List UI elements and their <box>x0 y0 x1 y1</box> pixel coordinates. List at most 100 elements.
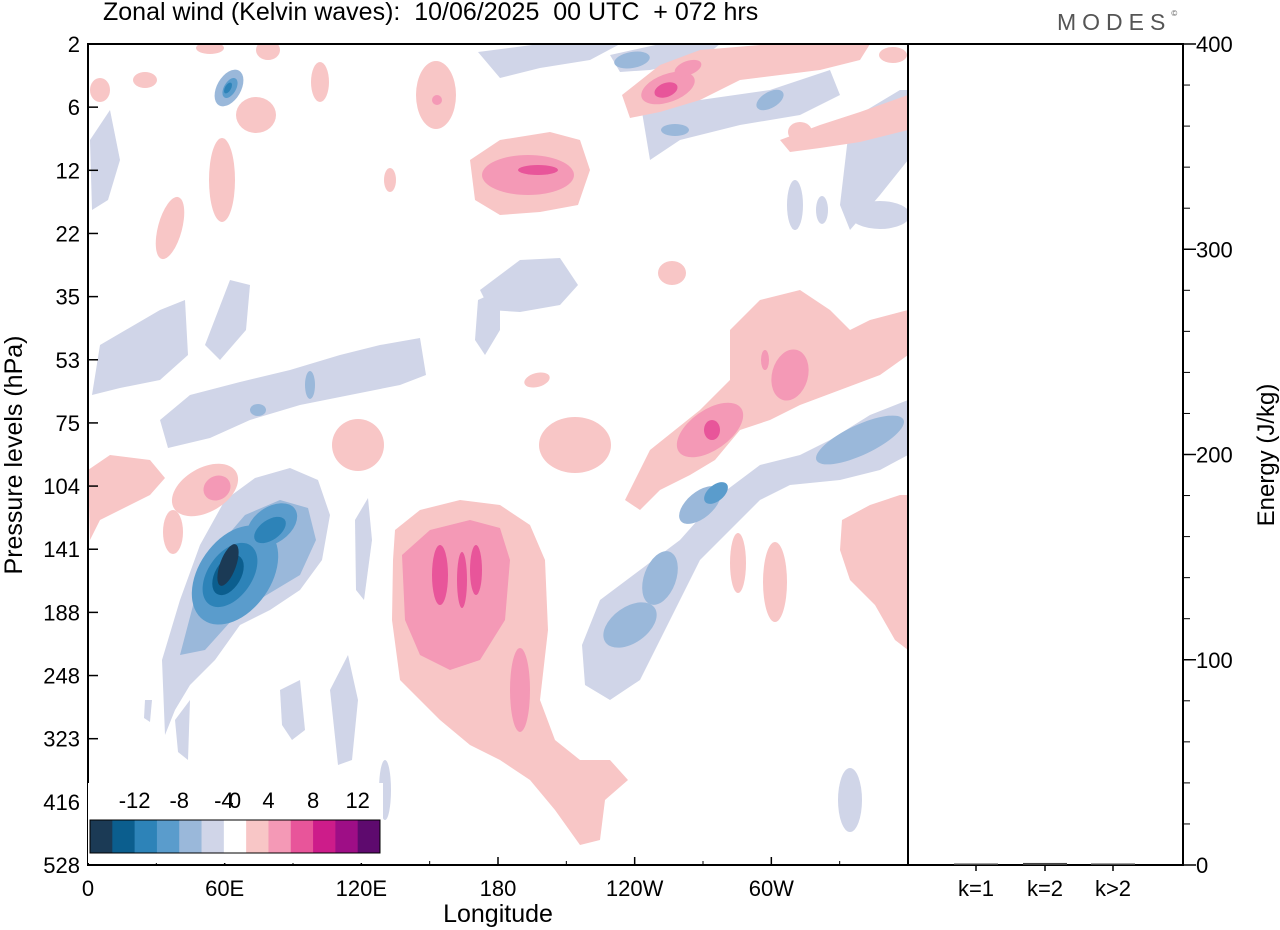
y-axis-label: Pressure levels (hPa) <box>0 336 28 575</box>
contour-patch <box>658 261 686 285</box>
contour-patch <box>816 196 828 224</box>
contour-patch <box>217 544 239 586</box>
colorbar-label: -8 <box>169 788 189 813</box>
x-tick-label: 120E <box>336 876 387 901</box>
contour-patch <box>838 768 862 832</box>
energy-category-label: k>2 <box>1095 876 1131 901</box>
contour-patch <box>256 44 280 60</box>
contour-patch <box>816 415 904 465</box>
energy-bar <box>1091 863 1135 865</box>
contour-patch <box>661 124 689 136</box>
colorbar-cell <box>134 820 158 853</box>
contour-patch <box>850 201 908 229</box>
x-tick-label: 60E <box>205 876 244 901</box>
colorbar-cell <box>223 820 247 853</box>
y-tick-label: 248 <box>43 664 80 689</box>
energy-frame <box>907 43 1184 866</box>
y-tick-label: 12 <box>56 158 80 183</box>
contour-patch <box>478 44 620 78</box>
contour-patch <box>475 290 500 355</box>
contour-patch <box>510 648 530 732</box>
contour-patch <box>144 700 152 722</box>
energy-axis-label: Energy (J/kg) <box>1253 384 1280 527</box>
energy-axis: 0 100 200 300 400 <box>1183 32 1233 878</box>
x-tick-label: 60W <box>749 876 794 901</box>
x-axis: 0 60E 120E 180 120W 60W <box>82 857 841 901</box>
colorbar-outline <box>89 819 381 854</box>
y-tick-label: 75 <box>56 411 80 436</box>
y-tick-label: 35 <box>56 285 80 310</box>
contour-patch <box>524 372 550 388</box>
contour-patch <box>482 155 574 195</box>
contour-patch <box>175 700 190 760</box>
y-tick-label: 22 <box>56 221 80 246</box>
energy-tick-label: 100 <box>1196 648 1233 673</box>
contour-patch <box>250 404 266 416</box>
colorbar-label: 8 <box>307 788 319 813</box>
contour-patch <box>224 82 232 94</box>
contour-patch <box>539 417 611 473</box>
contour-patch <box>311 62 329 102</box>
energy-bar <box>954 863 998 865</box>
contour-patch <box>787 180 803 230</box>
contour-patch <box>236 97 276 133</box>
y-axis: 2 6 12 22 35 53 75 104 141 188 248 323 416 528 <box>43 32 98 878</box>
colorbar-cell <box>313 820 336 853</box>
contour-patch <box>780 95 908 152</box>
contour-patch <box>332 419 384 471</box>
contour-patch <box>163 510 183 554</box>
colorbar-label: 0 <box>229 788 241 813</box>
contour-patch <box>640 70 840 160</box>
contour-patch <box>756 89 784 111</box>
contour-patch <box>470 545 482 595</box>
colorbar-cell <box>201 820 225 853</box>
contour-patch <box>90 78 110 102</box>
contour-patch <box>704 420 720 440</box>
energy-category-label: k=2 <box>1027 876 1063 901</box>
contour-patch <box>330 655 358 765</box>
contour-patch <box>642 551 678 605</box>
contour-patch <box>879 47 907 63</box>
x-tick-label: 0 <box>82 876 94 901</box>
colorbar-cell <box>335 820 359 853</box>
colorbar-cell <box>246 820 269 853</box>
contour-patch <box>305 371 315 399</box>
contour-patch <box>763 542 787 622</box>
contour-patch <box>402 520 510 670</box>
y-tick-label: 6 <box>68 95 80 120</box>
contour-patch <box>480 258 578 312</box>
contour-patch <box>160 338 426 448</box>
colorbar-label: 4 <box>262 788 274 813</box>
colorbar-cell <box>112 820 136 853</box>
contour-patch <box>155 196 185 260</box>
contour-patch <box>203 475 231 501</box>
energy-tick-label: 400 <box>1196 32 1233 57</box>
energy-bar <box>1023 862 1067 865</box>
contour-patch <box>90 110 120 210</box>
contour-patch <box>518 165 558 175</box>
contour-patch <box>704 482 728 504</box>
colorbar-cell <box>156 820 180 853</box>
colorbar-label: -12 <box>119 788 151 813</box>
contour-patch <box>771 349 809 401</box>
x-tick-label: 180 <box>480 876 517 901</box>
colorbar-label: -4 <box>214 788 234 813</box>
contour-patch <box>654 82 678 98</box>
contour-patch <box>416 61 456 129</box>
y-tick-label: 416 <box>43 790 80 815</box>
contour-patch <box>88 455 165 540</box>
energy-tick-label: 300 <box>1196 237 1233 262</box>
colorbar-cell <box>290 820 314 853</box>
contour-patch <box>674 59 702 77</box>
contour-patch <box>280 680 305 740</box>
x-tick-label: 120W <box>606 876 664 901</box>
y-tick-label: 104 <box>43 474 80 499</box>
colorbar-cell <box>179 820 203 853</box>
x-axis-label: Longitude <box>443 900 553 928</box>
contour-patch <box>384 168 396 192</box>
colorbar-label: 12 <box>345 788 369 813</box>
contour-patch <box>205 280 250 360</box>
brand-text: MODES <box>1057 9 1172 35</box>
contour-patch <box>614 51 650 69</box>
brand-logo: MODES© <box>1057 9 1177 36</box>
